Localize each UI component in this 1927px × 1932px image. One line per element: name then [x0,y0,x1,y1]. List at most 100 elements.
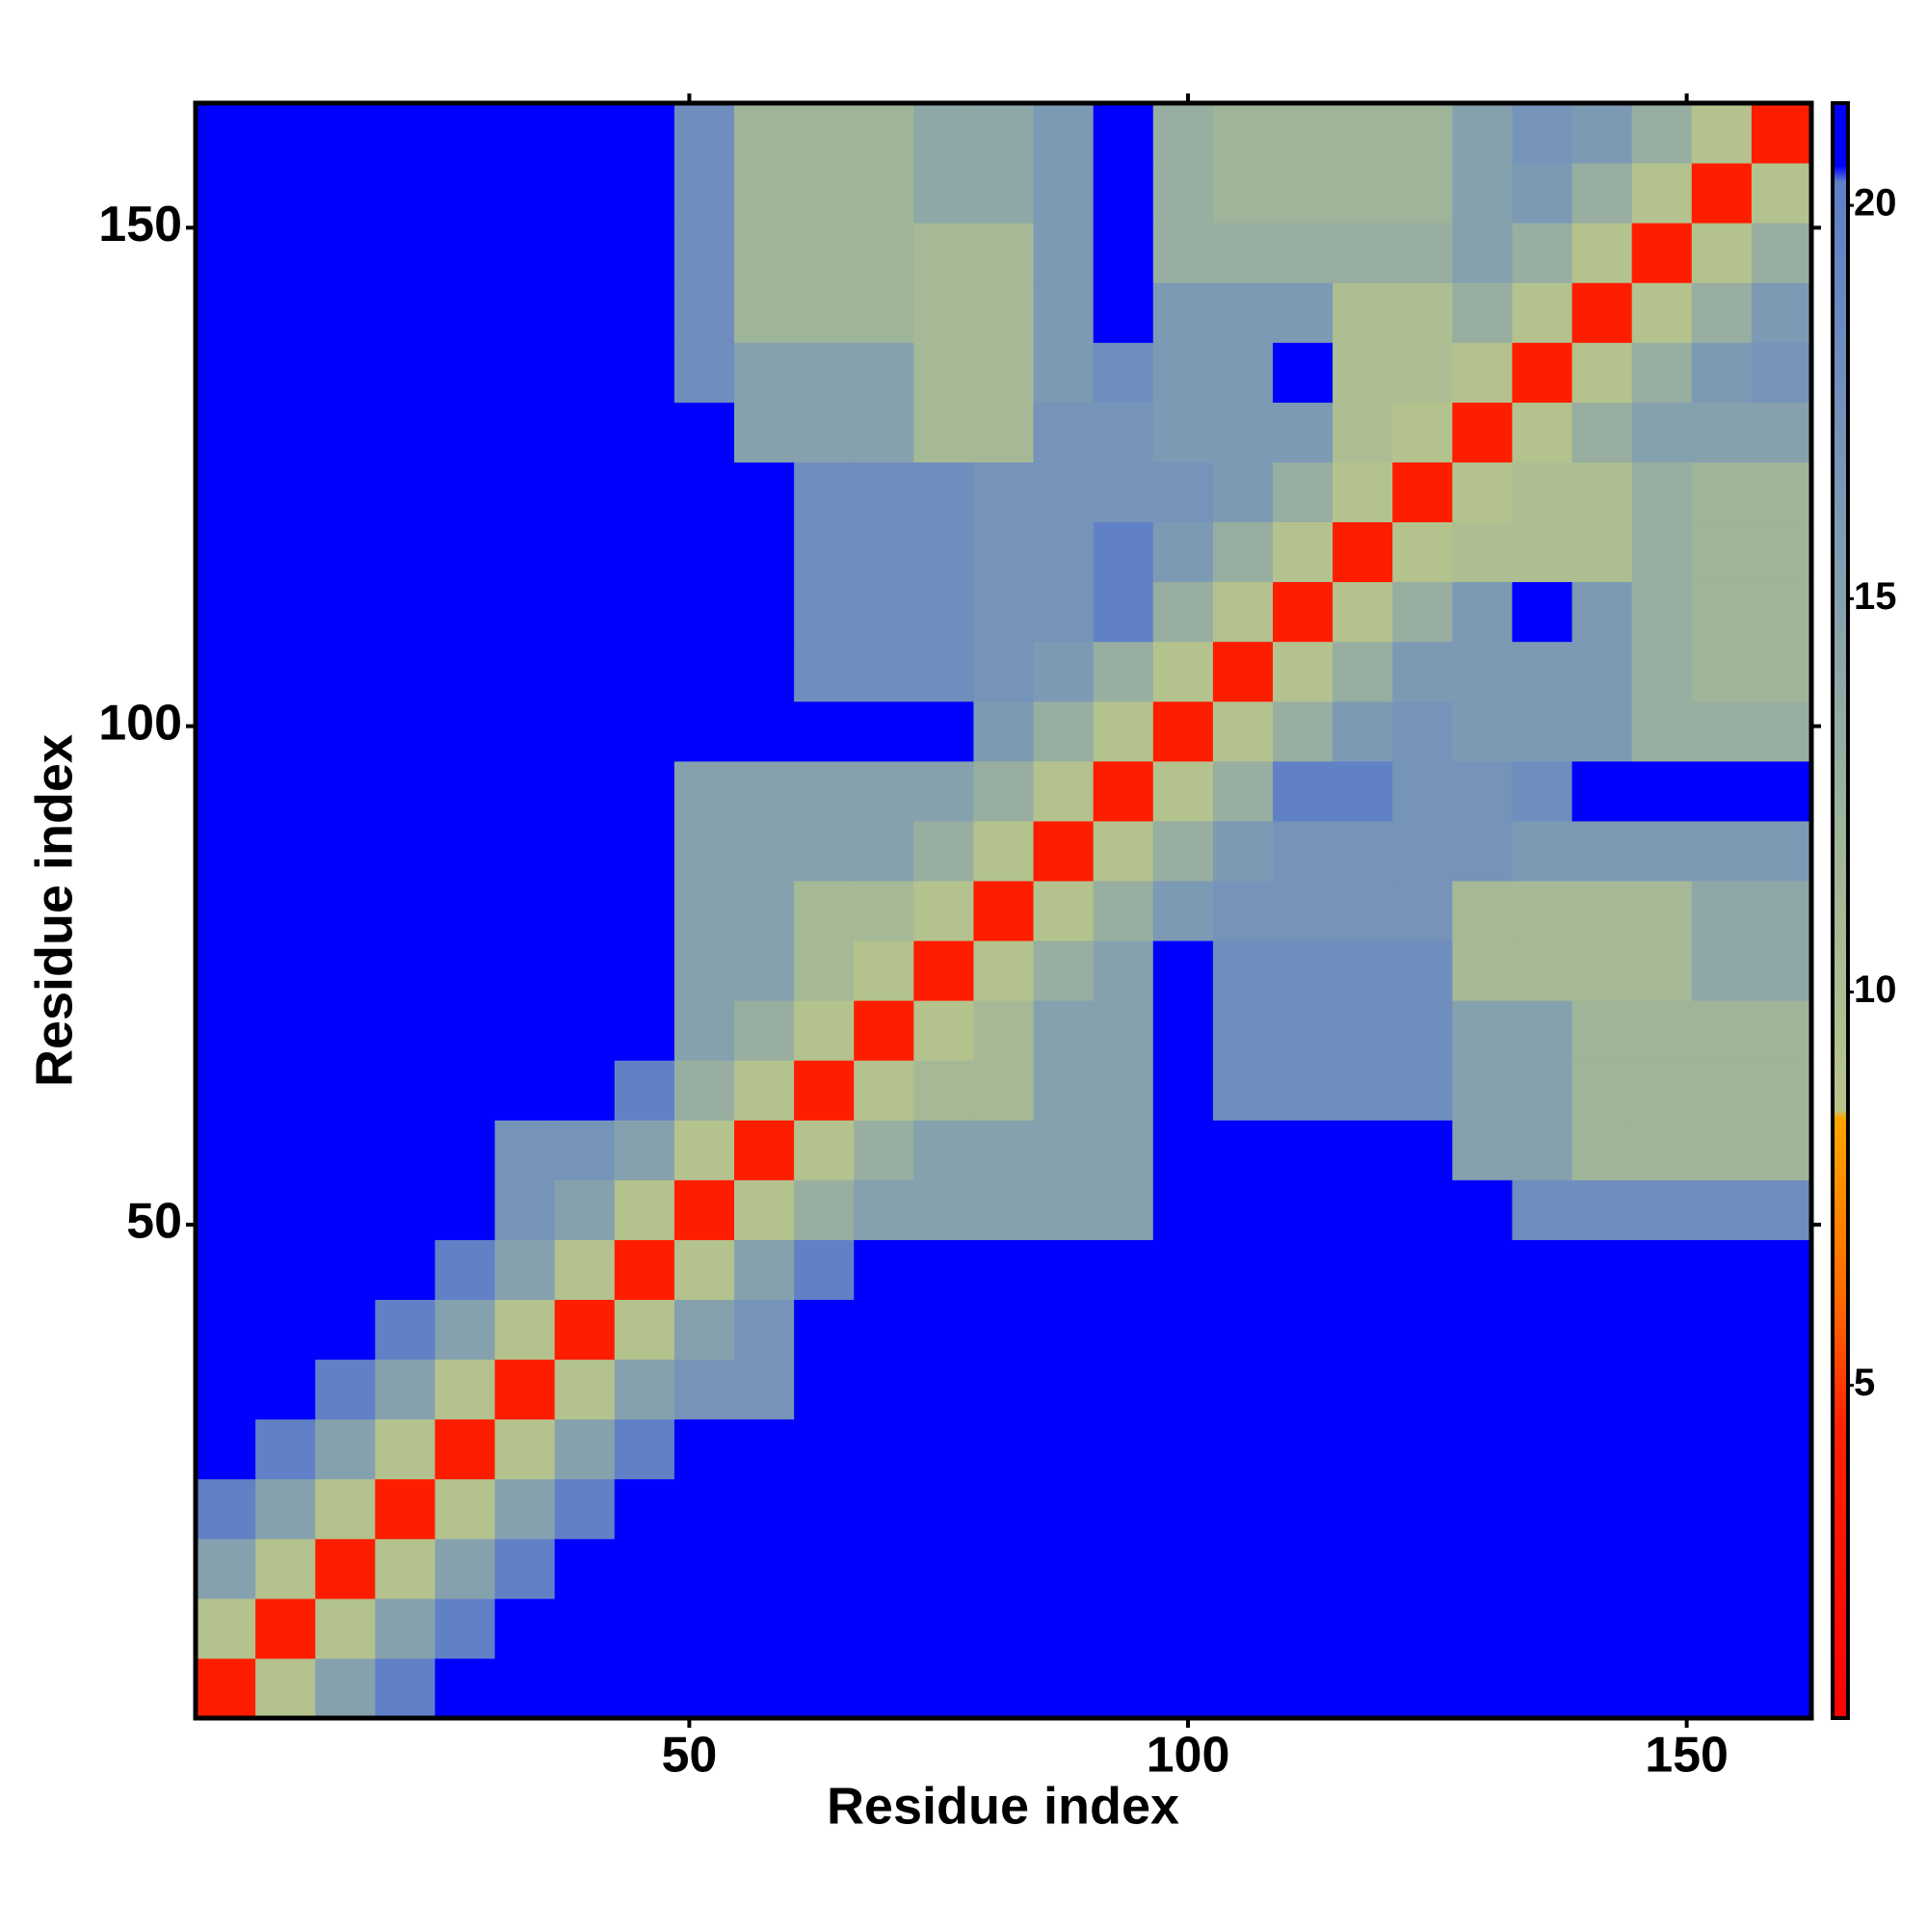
heatmap-cell [614,1179,675,1240]
heatmap-cell [614,1000,675,1061]
heatmap-cell [435,1478,496,1540]
heatmap-cell [794,1598,855,1659]
heatmap-cell [614,223,675,283]
heatmap-cell [973,1179,1035,1240]
heatmap-cell [1571,1120,1633,1180]
heatmap-cell [1093,760,1154,822]
heatmap-cell [1512,641,1573,702]
heatmap-cell [196,760,256,822]
heatmap-cell [794,701,855,762]
heatmap-cell [734,1478,795,1540]
heatmap-cell [1093,521,1154,583]
heatmap-cell [854,1299,914,1361]
heatmap-cell [315,402,376,463]
heatmap-cell [554,1598,616,1659]
heatmap-cell [435,282,496,343]
heatmap-cell [1691,1179,1753,1240]
heatmap-cell [1751,760,1812,822]
heatmap-cell [1152,880,1214,941]
heatmap-cell [315,1418,376,1480]
heatmap-cell [375,1478,436,1540]
y-tick-label: 50 [126,1194,182,1250]
heatmap-cell [673,521,735,583]
heatmap-cell [1512,223,1573,283]
heatmap-cell [1212,342,1274,403]
heatmap-cell [494,462,556,523]
heatmap-cell [1152,1478,1214,1540]
heatmap-cell [1751,1598,1812,1659]
heatmap-cell [554,282,616,343]
heatmap-cell [435,1359,496,1420]
heatmap-cell [913,940,974,1001]
heatmap-cell [673,701,735,762]
heatmap-cell [1093,1657,1154,1719]
heatmap-cell [1571,1598,1633,1659]
heatmap-cell [734,1179,795,1240]
heatmap-cell [1152,1359,1214,1420]
heatmap-cell [973,1120,1035,1180]
heatmap-cell [1512,1239,1573,1300]
heatmap-cell [854,1239,914,1300]
heatmap-cell [255,1418,316,1480]
heatmap-cell [554,1060,616,1121]
heatmap-cell [854,641,914,702]
heatmap-cell [734,163,795,224]
heatmap-cell [854,103,914,164]
heatmap-cell [375,1000,436,1061]
heatmap-cell [614,1478,675,1540]
heatmap-cell [1392,760,1453,822]
heatmap-cell [375,760,436,822]
heatmap-cell [1452,581,1513,643]
heatmap-cell [794,1000,855,1061]
heatmap-cell [1512,402,1573,463]
heatmap-cell [554,1359,616,1420]
heatmap-cell [494,1239,556,1300]
heatmap-cell [673,820,735,882]
heatmap-cell [375,342,436,403]
heatmap-cell [554,940,616,1001]
heatmap-cell [973,223,1035,283]
heatmap-cell [1751,1478,1812,1540]
heatmap-cell [614,1120,675,1180]
heatmap-cell [794,402,855,463]
heatmap-cell [255,103,316,164]
heatmap-cell [913,1657,974,1719]
heatmap-cell [1392,1179,1453,1240]
heatmap-cell [1452,1538,1513,1600]
heatmap-cell [1452,820,1513,882]
heatmap-cell [794,1418,855,1480]
heatmap-cell [1751,521,1812,583]
heatmap-cell [794,641,855,702]
heatmap-cell [435,163,496,224]
heatmap-cell [734,282,795,343]
heatmap-cells [196,103,1812,1719]
heatmap-cell [554,342,616,403]
heatmap-cell [1392,1299,1453,1361]
heatmap-cell [196,1120,256,1180]
heatmap-cell [1033,342,1095,403]
heatmap-cell [196,163,256,224]
heatmap-cell [1631,342,1693,403]
heatmap-cell [196,641,256,702]
y-tick-label: 100 [98,695,182,751]
heatmap-cell [913,1120,974,1180]
heatmap-cell [673,1478,735,1540]
heatmap-cell [375,402,436,463]
heatmap-cell [315,940,376,1001]
heatmap-cell [1631,462,1693,523]
heatmap-cell [1512,1657,1573,1719]
heatmap-cell [494,103,556,164]
heatmap-cell [435,1538,496,1600]
heatmap-cell [196,1060,256,1121]
heatmap-cell [554,581,616,643]
heatmap-cell [1571,820,1633,882]
heatmap-cell [1333,1120,1393,1180]
heatmap-cell [1512,282,1573,343]
heatmap-cell [1691,1478,1753,1540]
heatmap-cell [375,521,436,583]
heatmap-cell [1093,342,1154,403]
heatmap-cell [255,1239,316,1300]
heatmap-cell [1512,1418,1573,1480]
heatmap-cell [1333,223,1393,283]
heatmap-cell [494,1359,556,1420]
